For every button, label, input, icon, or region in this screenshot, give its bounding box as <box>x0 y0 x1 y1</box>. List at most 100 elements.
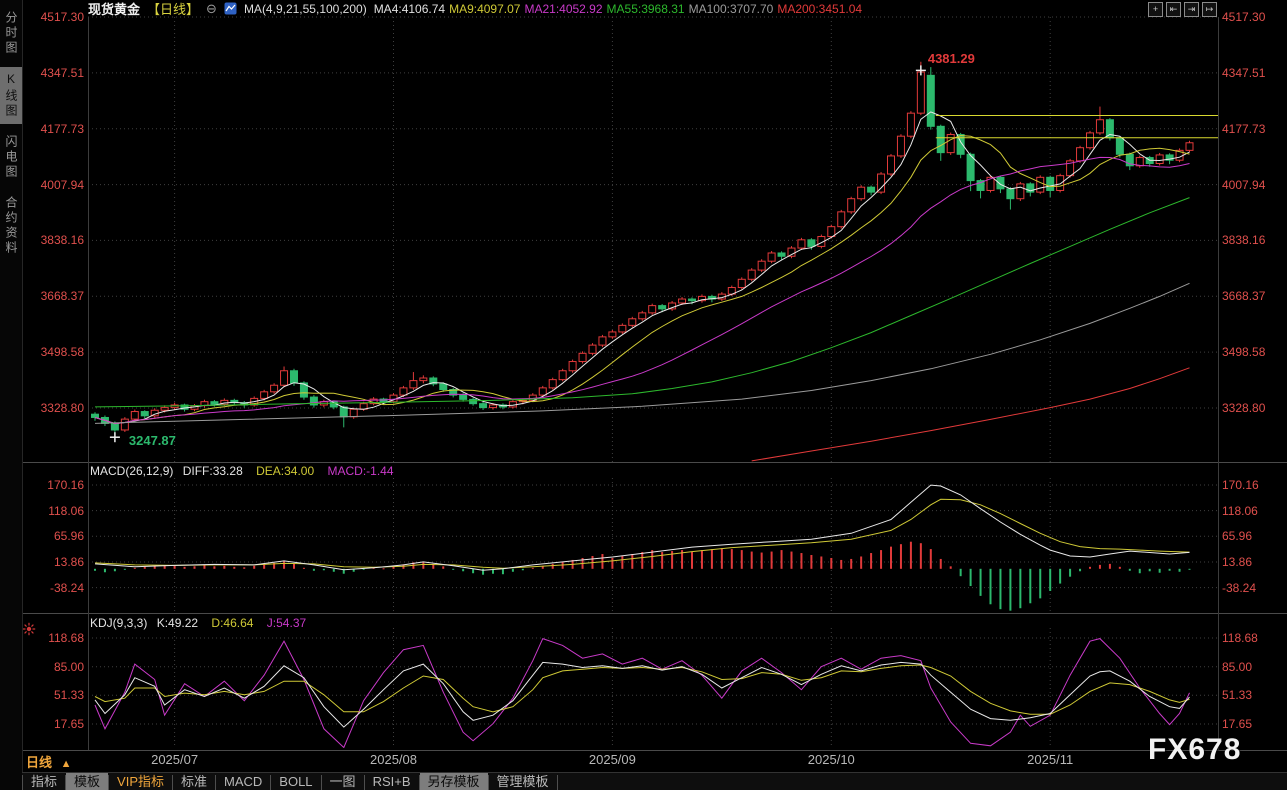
grid-lines <box>88 16 1218 748</box>
tab-rsi-b[interactable]: RSI+B <box>372 774 411 789</box>
macd-layer <box>94 484 1191 611</box>
date-label: 2025/07 <box>151 752 199 767</box>
kdj-tick-right: 85.00 <box>1222 659 1253 674</box>
tab-indicators[interactable]: 指标 <box>31 774 58 789</box>
kdj-header: KDJ(9,3,3) K:49.22 D:46.64 J:54.37 <box>90 616 306 630</box>
macd-tick-right: 65.96 <box>1222 529 1253 544</box>
panel-separators <box>0 17 1287 751</box>
kdj-tick-left: 17.65 <box>53 717 84 731</box>
price-tick-right: 3668.37 <box>1222 289 1266 304</box>
kdj-layer <box>94 637 1190 748</box>
tab-divider <box>65 774 67 790</box>
sidebar-item-time-chart[interactable]: 分时图 <box>4 11 18 56</box>
tab-manage-templates[interactable]: 管理模板 <box>496 774 549 789</box>
macd-tick-left: 65.96 <box>53 529 84 544</box>
ma-value-label: MA100:3707.70 <box>688 1 774 16</box>
shift-right-icon[interactable]: ↦ <box>1202 2 1217 17</box>
collapse-icon[interactable]: ⊖ <box>206 0 217 16</box>
tab-macd[interactable]: MACD <box>224 774 263 789</box>
high-label-cross-marker <box>915 65 926 76</box>
macd-diff-value: DIFF:33.28 <box>182 464 243 478</box>
watermark-logo: FX678 <box>1148 733 1242 766</box>
tab-divider <box>487 774 489 790</box>
tab-divider <box>418 774 420 790</box>
tab-one-chart[interactable]: 一图 <box>329 774 356 789</box>
price-tick-left: 4177.73 <box>40 121 84 136</box>
price-tick-left: 3328.80 <box>40 401 84 415</box>
kdj-j-value: J:54.37 <box>266 616 307 630</box>
price-tick-right: 3328.80 <box>1222 401 1266 415</box>
tab-divider <box>22 774 23 790</box>
price-tick-right: 4177.73 <box>1222 121 1266 136</box>
sidebar-item-kline-chart[interactable]: K线图 <box>0 67 22 124</box>
macd-tick-right: -38.24 <box>1222 580 1257 595</box>
indicator-chart-icon[interactable] <box>224 2 237 15</box>
header-tool-icons: + ⇤ ⇥ ↦ <box>1148 2 1217 17</box>
price-tick-right: 4517.30 <box>1222 10 1266 24</box>
date-label: 2025/10 <box>807 752 855 767</box>
price-tick-left: 3498.58 <box>40 345 84 360</box>
date-label: 2025/08 <box>370 752 417 767</box>
macd-tick-right: 13.86 <box>1222 554 1253 569</box>
scale-right-icon[interactable]: ⇥ <box>1184 2 1199 17</box>
macd-tick-left: 170.16 <box>47 477 84 492</box>
alert-starburst-icon[interactable] <box>22 622 36 636</box>
tab-vip-indicators[interactable]: VIP指标 <box>117 774 164 789</box>
tab-standard[interactable]: 标准 <box>181 774 208 789</box>
kdj-tick-left: 51.33 <box>53 688 84 703</box>
low-label-cross-marker <box>109 432 120 443</box>
candles-layer <box>91 61 1218 462</box>
kdj-tick-right: 17.65 <box>1222 717 1253 731</box>
ma-value-label: MA200:3451.04 <box>777 1 863 16</box>
kdj-d-value: D:46.64 <box>211 616 254 630</box>
period-arrow-icon[interactable]: ▲ <box>60 758 72 770</box>
tab-boll[interactable]: BOLL <box>279 774 313 789</box>
period-selector[interactable]: 日线 ▲ <box>26 752 72 771</box>
tab-divider <box>363 774 365 790</box>
tab-save-as-template[interactable]: 另存模板 <box>419 773 488 790</box>
macd-params: MACD(26,12,9) <box>90 464 174 478</box>
kdj-tick-left: 118.68 <box>48 631 84 646</box>
price-tick-left: 4517.30 <box>40 10 84 24</box>
macd-tick-right: 118.06 <box>1222 503 1258 518</box>
tab-divider <box>172 774 173 790</box>
scale-left-icon[interactable]: ⇤ <box>1166 2 1181 17</box>
price-tick-right: 4347.51 <box>1222 65 1266 80</box>
kdj-k-value: K:49.22 <box>156 616 199 630</box>
period-tag: 【日线】 <box>147 2 200 17</box>
kdj-tick-left: 85.00 <box>53 659 84 674</box>
ma-settings-label: MA(4,9,21,55,100,200) <box>243 1 367 16</box>
price-tick-right: 3498.58 <box>1222 345 1266 360</box>
kdj-tick-right: 51.33 <box>1222 688 1253 703</box>
sidebar-item-contract-info[interactable]: 合约资料 <box>4 196 18 256</box>
footer-toolbar: 指标 模板 VIP指标 标准 MACD BOLL 一图 RSI+B 另存模板 管理模板 <box>22 772 1287 790</box>
price-tick-left: 4347.51 <box>40 65 84 80</box>
ma-values: MA4:4106.74 MA9:4097.07 MA21:4052.92 MA55:3… <box>374 2 866 16</box>
ma-value-label: MA9:4097.07 <box>449 1 521 16</box>
tab-divider <box>108 774 110 790</box>
sidebar: 分时图 K线图闪电图合约资料 <box>0 0 23 790</box>
macd-header: MACD(26,12,9) DIFF:33.28 DEA:34.00 MACD:… <box>90 464 394 478</box>
crosshair-icon[interactable]: + <box>1148 2 1163 17</box>
symbol-name: 现货黄金 <box>88 2 141 17</box>
sidebar-item-lightning-chart[interactable]: 闪电图 <box>4 135 18 180</box>
tab-divider <box>556 774 558 790</box>
tab-divider <box>270 774 272 790</box>
macd-dea-value: DEA:34.00 <box>256 464 315 478</box>
price-tick-right: 4007.94 <box>1222 177 1266 192</box>
ma-value-label: MA21:4052.92 <box>524 1 603 16</box>
low-label: 3247.87 <box>128 432 176 448</box>
macd-tick-left: 118.06 <box>48 503 84 518</box>
macd-tick-left: 13.86 <box>53 554 84 569</box>
kdj-params: KDJ(9,3,3) <box>90 616 148 630</box>
high-label: 4381.29 <box>927 50 975 66</box>
price-tick-left: 4007.94 <box>40 177 84 192</box>
date-label: 2025/09 <box>588 752 636 767</box>
tab-divider <box>320 774 322 790</box>
tab-templates[interactable]: 模板 <box>66 773 109 790</box>
price-tick-left: 3668.37 <box>40 289 84 304</box>
header-bar: 现货黄金 【日线】 ⊖ MA(4,9,21,55,100,200) MA4:41… <box>88 0 866 18</box>
period-label[interactable]: 日线 <box>26 755 53 770</box>
